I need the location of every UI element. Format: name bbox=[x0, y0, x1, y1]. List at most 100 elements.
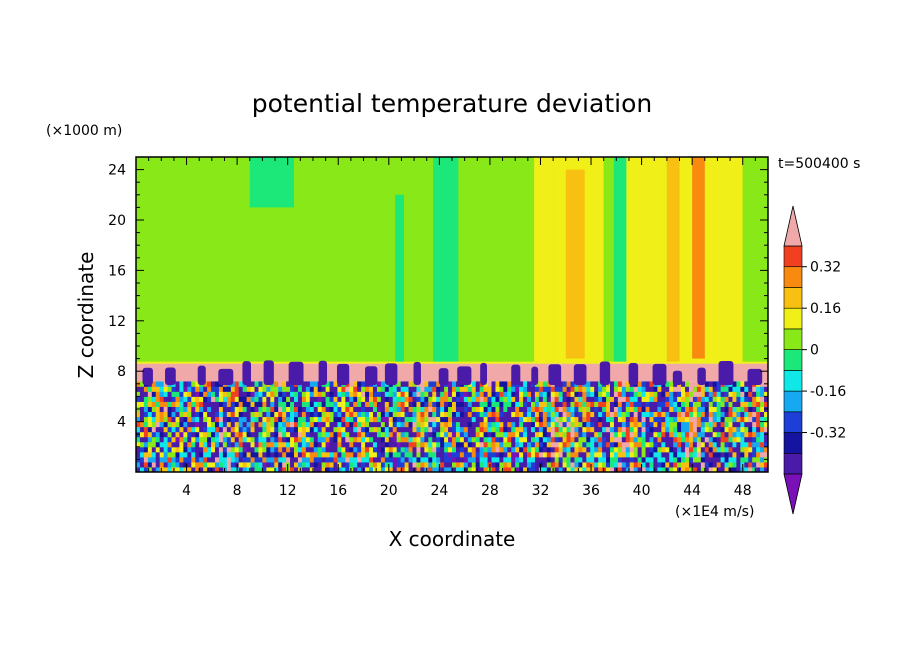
convective-cell bbox=[230, 466, 236, 473]
convective-cell bbox=[661, 421, 666, 428]
convective-cell bbox=[673, 401, 678, 407]
convective-cell bbox=[641, 386, 647, 392]
convective-cell bbox=[760, 401, 765, 407]
convective-cell bbox=[262, 401, 267, 407]
convective-cell bbox=[527, 411, 532, 418]
convective-cell bbox=[258, 416, 263, 423]
convective-cell bbox=[317, 386, 323, 392]
convective-cell bbox=[665, 416, 670, 423]
convective-cell bbox=[183, 446, 188, 453]
convective-cell bbox=[574, 446, 579, 453]
convective-cell bbox=[384, 396, 390, 402]
convective-cell bbox=[282, 386, 287, 392]
convective-cell bbox=[467, 441, 473, 448]
convective-cell bbox=[752, 386, 757, 392]
convective-cell bbox=[487, 441, 492, 448]
convective-cell bbox=[602, 451, 607, 458]
convective-cell bbox=[692, 426, 698, 433]
convective-cell bbox=[159, 446, 165, 453]
upper-column-region bbox=[433, 157, 459, 364]
convective-cell bbox=[305, 401, 311, 407]
convective-cell bbox=[459, 431, 465, 438]
convective-cell bbox=[562, 401, 568, 407]
convective-cell bbox=[562, 426, 568, 433]
convective-cell bbox=[207, 381, 212, 387]
convective-cell bbox=[546, 396, 552, 402]
convective-cell bbox=[732, 436, 737, 443]
convective-cell bbox=[207, 416, 212, 423]
convective-cell bbox=[625, 466, 631, 473]
convective-cell bbox=[554, 401, 560, 407]
convective-cell bbox=[613, 406, 619, 413]
convective-cell bbox=[369, 466, 374, 473]
convective-cell bbox=[388, 466, 394, 473]
convective-cell bbox=[305, 416, 311, 423]
convective-cell bbox=[155, 421, 161, 428]
convective-cell bbox=[155, 391, 161, 397]
convective-cell bbox=[653, 386, 658, 392]
convective-cell bbox=[373, 456, 378, 463]
convective-cell bbox=[353, 416, 358, 423]
convective-cell bbox=[408, 441, 413, 448]
convective-cell bbox=[471, 461, 477, 468]
convective-cell bbox=[728, 431, 733, 438]
convective-cell bbox=[657, 451, 662, 458]
colorbar-tick-label: 0 bbox=[810, 343, 819, 359]
convective-cell bbox=[155, 406, 161, 413]
convective-cell bbox=[448, 421, 453, 428]
convective-cell bbox=[215, 416, 220, 423]
convective-cell bbox=[317, 401, 323, 407]
convective-cell bbox=[515, 456, 520, 463]
convective-cell bbox=[151, 441, 157, 448]
convective-cell bbox=[574, 391, 579, 397]
convective-cell bbox=[199, 461, 204, 468]
convective-cell bbox=[294, 431, 299, 438]
convective-cell bbox=[463, 451, 469, 458]
convective-cell bbox=[483, 391, 489, 397]
thermal-plume bbox=[413, 361, 421, 386]
convective-cell bbox=[495, 401, 500, 407]
convective-cell bbox=[633, 391, 639, 397]
convective-cell bbox=[361, 406, 366, 413]
convective-cell bbox=[365, 386, 370, 392]
convective-cell bbox=[610, 446, 615, 453]
convective-cell bbox=[199, 446, 204, 453]
convective-cell bbox=[242, 461, 248, 468]
convective-cell bbox=[531, 436, 536, 443]
convective-cell bbox=[586, 406, 591, 413]
convective-cell bbox=[756, 426, 761, 433]
convective-cell bbox=[384, 461, 390, 468]
convective-cell bbox=[602, 421, 607, 428]
convective-cell bbox=[633, 441, 639, 448]
convective-cell bbox=[744, 466, 749, 473]
convective-cell bbox=[467, 461, 473, 468]
convective-cell bbox=[570, 431, 575, 438]
convective-cell bbox=[685, 381, 690, 387]
convective-cell bbox=[408, 426, 413, 433]
convective-cell bbox=[610, 456, 615, 463]
convective-cell bbox=[704, 396, 710, 402]
thermal-plume bbox=[288, 361, 304, 386]
convective-cell bbox=[222, 466, 228, 473]
convective-cell bbox=[373, 436, 378, 443]
convective-cell bbox=[756, 431, 761, 438]
convective-cell bbox=[195, 441, 200, 448]
convective-cell bbox=[519, 466, 524, 473]
convective-cell bbox=[673, 411, 678, 418]
convective-cell bbox=[266, 446, 271, 453]
convective-cell bbox=[440, 451, 445, 458]
convective-cell bbox=[143, 421, 149, 428]
convective-cell bbox=[633, 406, 639, 413]
convective-cell bbox=[218, 461, 224, 468]
convective-cell bbox=[325, 391, 331, 397]
convective-cell bbox=[538, 401, 544, 407]
convective-cell bbox=[218, 416, 224, 423]
convective-cell bbox=[594, 466, 599, 473]
convective-cell bbox=[361, 396, 366, 402]
convective-cell bbox=[748, 426, 753, 433]
convective-cell bbox=[732, 466, 737, 473]
convective-cell bbox=[692, 456, 698, 463]
convective-cell bbox=[333, 441, 338, 448]
convective-cell bbox=[610, 386, 615, 392]
convective-cell bbox=[748, 406, 753, 413]
